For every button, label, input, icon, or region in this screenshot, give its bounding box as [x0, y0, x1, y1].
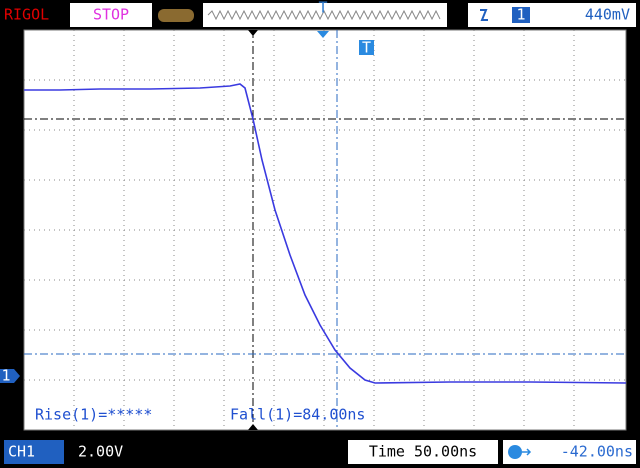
waveform-trace [24, 83, 627, 384]
trigger-arrow [317, 31, 329, 38]
vertical-scale: 2.00V [78, 443, 123, 461]
storage-icon [158, 9, 194, 22]
trigger-marker: T [362, 39, 371, 57]
trigger-source: 1 [516, 6, 525, 24]
trigger-source-box [512, 7, 530, 23]
grid [24, 30, 626, 430]
status-box [70, 3, 152, 27]
trigger-position: T [318, 0, 327, 17]
trigger-box [468, 3, 636, 27]
trigger-level: 440mV [585, 6, 630, 24]
run-status: STOP [93, 6, 129, 24]
horizontal-offset: -42.00ns [561, 443, 633, 461]
brand: RIGOL [4, 6, 49, 24]
trigger-marker-box [359, 40, 374, 55]
timebase: Time 50.00ns [369, 443, 477, 461]
channel-label: CH1 [8, 443, 35, 461]
fall-measurement: Fall(1)=84.00ns [230, 406, 365, 424]
channel-marker: 1 [1, 367, 10, 385]
timebase-box [348, 440, 498, 464]
channel-box [4, 440, 64, 464]
offset-arrow [522, 448, 532, 456]
rise-measurement: Rise(1)=***** [35, 406, 152, 424]
trigger-edge-icon [480, 9, 488, 21]
offset-icon [508, 445, 522, 459]
channel-marker-box [0, 369, 20, 383]
memory-waveform [207, 9, 441, 21]
